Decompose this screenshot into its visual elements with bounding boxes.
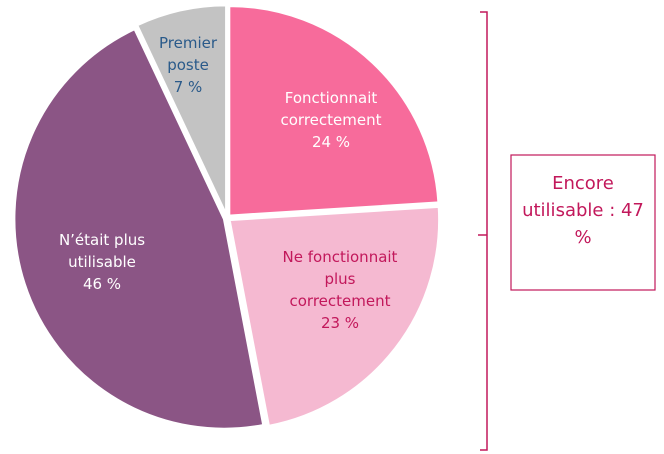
slice	[227, 205, 441, 428]
value-label: 46 %	[82, 275, 122, 293]
label-holder: Ne fonctionnait plus correctement 23 %	[278, 230, 403, 350]
label-holder: Premier poste 7 %	[152, 5, 224, 125]
slice	[135, 3, 228, 216]
slice	[12, 27, 265, 431]
slice-label: Fonctionnait correctement 24 %	[256, 60, 406, 180]
annotation-holder: Encore utilisable : 47 %	[522, 173, 644, 248]
slice-label: Ne fonctionnait plus correctement 23 %	[278, 230, 403, 350]
label-holder: Fonctionnait correctement 24 %	[256, 60, 406, 180]
value-label: 7 %	[173, 78, 203, 96]
annotation: Encore utilisable : 47 %	[522, 173, 644, 248]
category-label: N’était plus utilisable	[58, 231, 146, 271]
category-label: Ne fonctionnait plus correctement	[282, 248, 398, 310]
category-label: Fonctionnait correctement	[280, 89, 382, 129]
label-holder: N’était plus utilisable 46 %	[47, 202, 157, 322]
slice-label: Premier poste 7 %	[152, 5, 224, 125]
bracket	[478, 11, 488, 451]
slice	[227, 4, 440, 218]
value-label: 23 %	[320, 314, 360, 332]
value-label: 24 %	[311, 133, 351, 151]
category-label: Premier poste	[158, 34, 218, 74]
slice-label: N’était plus utilisable 46 %	[47, 202, 157, 322]
annotation-box	[510, 154, 656, 291]
